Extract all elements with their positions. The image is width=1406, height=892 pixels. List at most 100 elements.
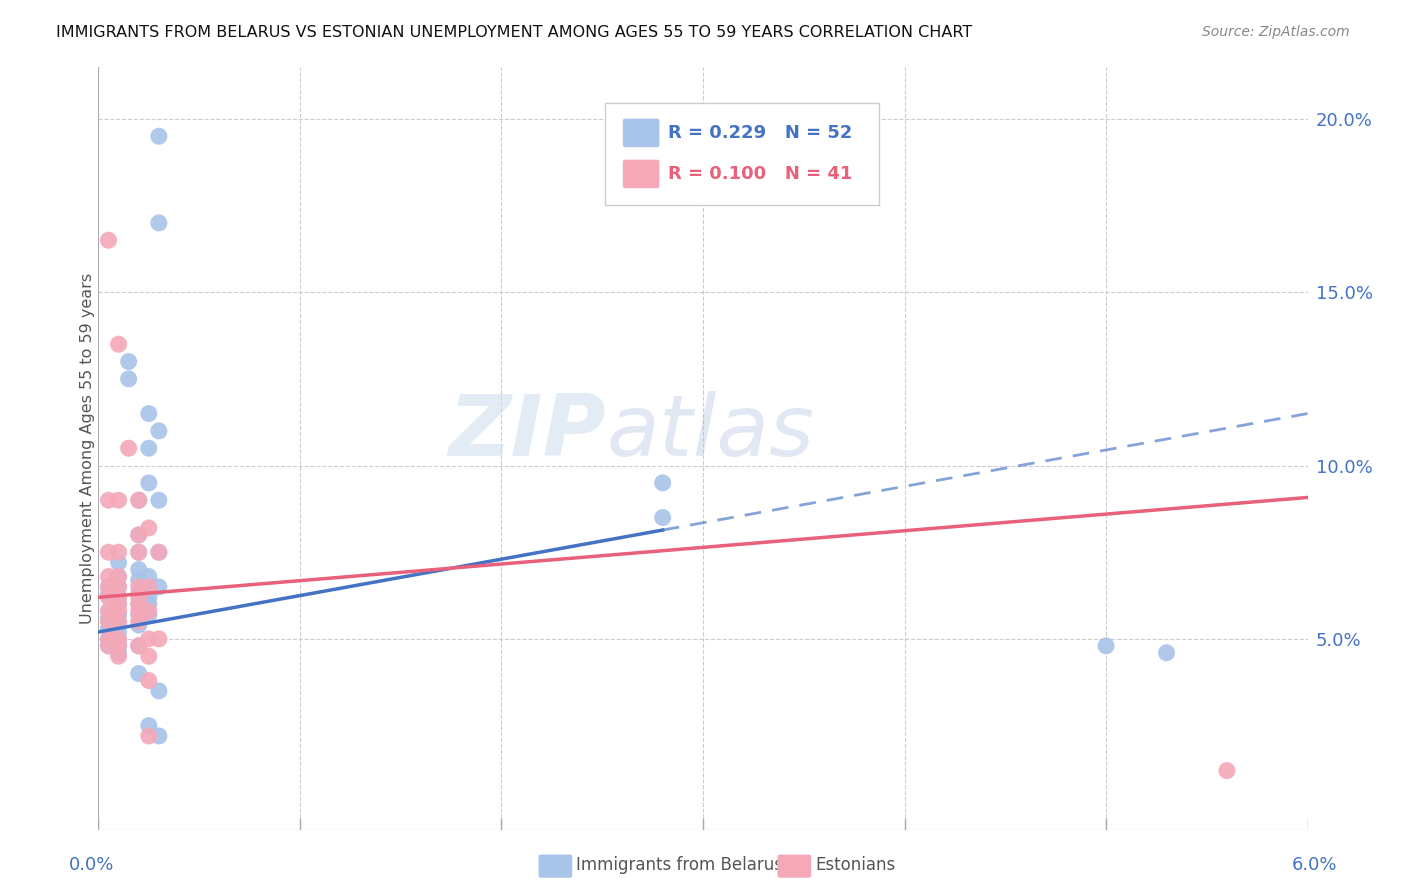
- Point: [138, 604, 160, 618]
- Point: [148, 493, 170, 508]
- Point: [107, 632, 129, 646]
- Point: [107, 493, 129, 508]
- Point: [97, 639, 120, 653]
- Point: [97, 639, 120, 653]
- Point: [97, 580, 120, 594]
- Point: [138, 580, 160, 594]
- Point: [138, 441, 160, 455]
- Text: Immigrants from Belarus: Immigrants from Belarus: [576, 856, 783, 874]
- Point: [107, 618, 129, 632]
- Point: [148, 216, 170, 230]
- Point: [128, 528, 150, 542]
- Point: [107, 580, 129, 594]
- Point: [97, 622, 120, 636]
- Point: [107, 604, 129, 618]
- Point: [107, 597, 129, 611]
- Point: [97, 569, 120, 583]
- Point: [107, 569, 129, 583]
- Point: [138, 569, 160, 583]
- Y-axis label: Unemployment Among Ages 55 to 59 years: Unemployment Among Ages 55 to 59 years: [80, 273, 94, 624]
- Point: [128, 528, 150, 542]
- Point: [128, 580, 150, 594]
- Point: [118, 441, 141, 455]
- Point: [97, 632, 120, 646]
- Text: atlas: atlas: [606, 392, 814, 475]
- Point: [107, 624, 129, 639]
- Point: [128, 604, 150, 618]
- Point: [107, 632, 129, 646]
- Point: [138, 673, 160, 688]
- Point: [651, 510, 673, 524]
- Point: [128, 545, 150, 559]
- Point: [107, 556, 129, 570]
- Text: IMMIGRANTS FROM BELARUS VS ESTONIAN UNEMPLOYMENT AMONG AGES 55 TO 59 YEARS CORRE: IMMIGRANTS FROM BELARUS VS ESTONIAN UNEM…: [56, 25, 973, 40]
- Point: [128, 618, 150, 632]
- Point: [107, 646, 129, 660]
- Text: R = 0.100   N = 41: R = 0.100 N = 41: [668, 165, 852, 183]
- Point: [97, 493, 120, 508]
- Point: [107, 639, 129, 653]
- Point: [97, 632, 120, 646]
- Point: [107, 597, 129, 611]
- Point: [148, 632, 170, 646]
- Point: [128, 597, 150, 611]
- Point: [118, 372, 141, 386]
- Point: [107, 615, 129, 629]
- Point: [138, 591, 160, 605]
- Point: [148, 729, 170, 743]
- Point: [97, 233, 120, 247]
- Point: [118, 354, 141, 368]
- Text: Estonians: Estonians: [815, 856, 896, 874]
- Point: [128, 597, 150, 611]
- Point: [97, 545, 120, 559]
- Point: [128, 591, 150, 605]
- Point: [107, 649, 129, 664]
- Point: [138, 718, 160, 732]
- Point: [148, 129, 170, 144]
- Point: [148, 580, 170, 594]
- Point: [128, 563, 150, 577]
- Point: [128, 615, 150, 629]
- Text: 0.0%: 0.0%: [69, 856, 114, 874]
- Text: R = 0.229   N = 52: R = 0.229 N = 52: [668, 124, 852, 142]
- Point: [107, 545, 129, 559]
- Text: Source: ZipAtlas.com: Source: ZipAtlas.com: [1202, 25, 1350, 39]
- Point: [1156, 646, 1178, 660]
- Text: ZIP: ZIP: [449, 392, 606, 475]
- Point: [138, 632, 160, 646]
- Point: [138, 521, 160, 535]
- Point: [128, 587, 150, 601]
- Point: [128, 493, 150, 508]
- Point: [97, 587, 120, 601]
- Point: [138, 649, 160, 664]
- Point: [1095, 639, 1118, 653]
- Point: [128, 639, 150, 653]
- Point: [138, 597, 160, 611]
- Point: [97, 604, 120, 618]
- Point: [138, 729, 160, 743]
- Point: [107, 580, 129, 594]
- Point: [128, 607, 150, 622]
- Point: [138, 607, 160, 622]
- Point: [148, 545, 170, 559]
- Point: [97, 615, 120, 629]
- Point: [128, 639, 150, 653]
- Point: [148, 684, 170, 698]
- Point: [107, 591, 129, 605]
- Point: [148, 424, 170, 438]
- Point: [138, 580, 160, 594]
- Point: [107, 591, 129, 605]
- Point: [651, 475, 673, 490]
- Point: [128, 493, 150, 508]
- Point: [138, 475, 160, 490]
- Point: [97, 591, 120, 605]
- Point: [97, 580, 120, 594]
- Point: [128, 545, 150, 559]
- Point: [1216, 764, 1239, 778]
- Point: [97, 611, 120, 625]
- Point: [107, 607, 129, 622]
- Point: [148, 545, 170, 559]
- Point: [107, 337, 129, 351]
- Point: [97, 604, 120, 618]
- Point: [128, 573, 150, 587]
